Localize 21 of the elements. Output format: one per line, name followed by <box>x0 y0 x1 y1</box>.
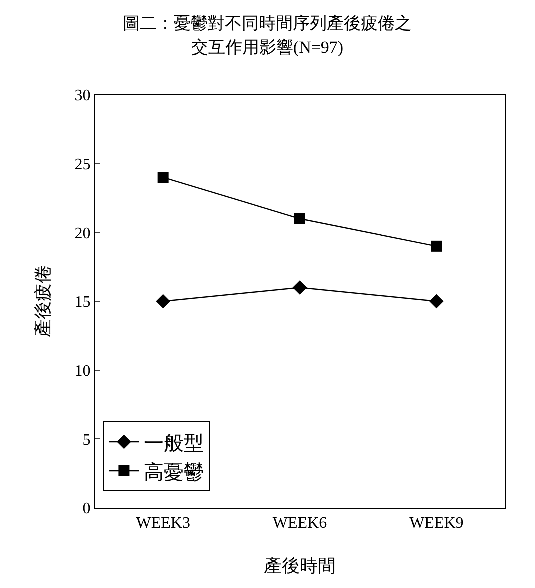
point <box>294 213 306 224</box>
point <box>292 280 308 295</box>
y-tick-label: 20 <box>74 225 91 242</box>
point <box>158 172 169 184</box>
y-axis-title: 產後疲倦 <box>33 266 53 338</box>
point <box>431 240 442 252</box>
point <box>156 294 170 309</box>
y-tick-label: 30 <box>74 88 91 105</box>
y-tick-label: 15 <box>74 294 91 312</box>
y-tick-label: 5 <box>82 432 91 449</box>
point <box>430 294 444 309</box>
y-tick-label: 25 <box>74 156 91 174</box>
x-tick-label: WEEK9 <box>410 515 464 532</box>
x-axis-title: 產後時間 <box>264 556 336 576</box>
chart-title: 圖二：憂鬱對不同時間序列產後疲倦之交互作用影響(N=97) <box>122 13 413 59</box>
legend-label: 高憂鬱 <box>144 460 204 484</box>
legend-label: 一般型 <box>144 432 204 455</box>
y-tick-label: 10 <box>74 362 91 380</box>
x-tick-label: WEEK3 <box>136 515 190 532</box>
y-tick-label: 0 <box>82 500 91 518</box>
x-tick-label: WEEK6 <box>272 515 328 532</box>
